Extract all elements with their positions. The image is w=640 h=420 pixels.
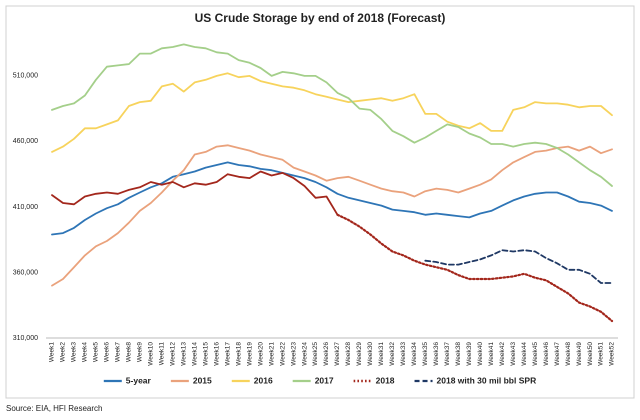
x-tick-label: Week34 [411, 342, 418, 366]
x-tick-label: Week33 [400, 342, 407, 366]
x-tick-label: Week40 [477, 342, 484, 366]
y-tick-label: 510,000 [13, 73, 38, 80]
x-tick-label: Week50 [587, 342, 594, 366]
x-tick-label: Week17 [224, 342, 231, 366]
x-tick-label: Week32 [389, 342, 396, 366]
x-tick-label: Week4 [82, 342, 89, 362]
x-tick-label: Week14 [191, 342, 198, 366]
x-tick-label: Week38 [455, 342, 462, 366]
x-tick-label: Week49 [576, 342, 583, 366]
source-note: Source: EIA, HFI Research [6, 404, 102, 413]
x-tick-label: Week20 [257, 342, 264, 366]
x-tick-label: Week29 [356, 342, 363, 366]
legend-label: 5-year [126, 375, 152, 385]
series-line [51, 72, 613, 153]
x-tick-label: Week3 [71, 342, 78, 362]
x-tick-label: Week48 [565, 342, 572, 366]
x-tick-label: Week24 [301, 342, 308, 366]
x-tick-label: Week41 [488, 342, 495, 366]
x-tick-label: Week47 [554, 342, 561, 366]
x-tick-label: Week28 [345, 342, 352, 366]
x-tick-label: Week10 [148, 342, 155, 366]
x-tick-label: Week8 [126, 342, 133, 362]
legend-label: 2015 [193, 375, 212, 385]
x-tick-label: Week25 [312, 342, 319, 366]
x-tick-label: Week27 [334, 342, 341, 366]
x-tick-label: Week39 [466, 342, 473, 366]
x-tick-label: Week22 [279, 342, 286, 366]
x-tick-label: Week12 [170, 342, 177, 366]
x-tick-label: Week9 [137, 342, 144, 362]
x-tick-label: Week13 [180, 342, 187, 366]
x-tick-label: Week15 [202, 342, 209, 366]
x-tick-label: Week31 [378, 342, 385, 366]
x-tick-label: Week19 [246, 342, 253, 366]
x-tick-label: Week30 [367, 342, 374, 366]
x-tick-label: Week42 [499, 342, 506, 366]
x-tick-label: Week6 [104, 342, 111, 362]
x-tick-label: Week51 [598, 342, 605, 366]
x-tick-label: Week37 [444, 342, 451, 366]
series-line [424, 249, 613, 284]
y-tick-label: 360,000 [13, 269, 38, 276]
x-tick-label: Week7 [115, 342, 122, 362]
legend-label: 2018 [376, 375, 395, 385]
series-line [51, 43, 613, 187]
x-tick-label: Week35 [422, 342, 429, 366]
x-tick-label: Week45 [532, 342, 539, 366]
x-tick-label: Week21 [268, 342, 275, 366]
x-tick-label: Week46 [543, 342, 550, 366]
x-tick-label: Week5 [93, 342, 100, 362]
x-tick-label: Week26 [323, 342, 330, 366]
series-line [51, 170, 339, 216]
chart-frame [5, 5, 635, 399]
y-tick-label: 310,000 [13, 335, 38, 342]
series-line [51, 161, 613, 236]
series-line [51, 144, 613, 287]
x-tick-label: Week36 [433, 342, 440, 366]
x-tick-label: Week23 [290, 342, 297, 366]
y-tick-label: 460,000 [13, 138, 38, 145]
x-tick-label: Week18 [235, 342, 242, 366]
x-tick-label: Week16 [213, 342, 220, 366]
chart-title: US Crude Storage by end of 2018 (Forecas… [195, 11, 446, 25]
x-tick-label: Week1 [49, 342, 56, 362]
x-tick-label: Week43 [510, 342, 517, 366]
x-tick-label: Week44 [521, 342, 528, 366]
x-tick-label: Week11 [159, 342, 166, 366]
x-tick-label: Week52 [609, 342, 616, 366]
legend-label: 2017 [315, 375, 334, 385]
x-tick-label: Week2 [60, 342, 67, 362]
y-tick-label: 410,000 [13, 204, 38, 211]
series-line [336, 213, 614, 323]
legend-label: 2016 [254, 375, 273, 385]
legend-label: 2018 with 30 mil bbl SPR [437, 375, 537, 385]
